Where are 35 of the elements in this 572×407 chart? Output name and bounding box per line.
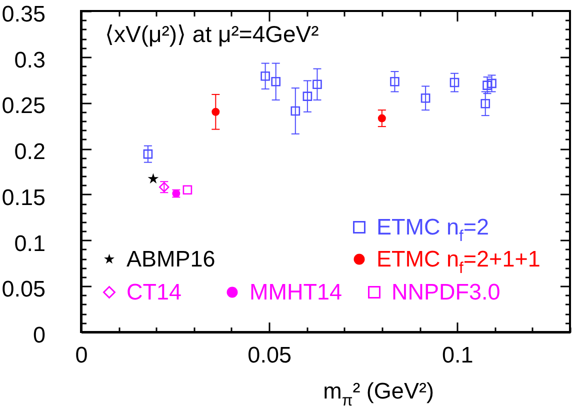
legend-label: MMHT14	[250, 279, 342, 304]
legend-label: NNPDF3.0	[392, 279, 500, 304]
y-tick-label: 0.3	[14, 47, 46, 72]
point	[390, 76, 400, 86]
x-axis-title: m$_{π}$² (GeV²)	[323, 378, 434, 407]
y-tick-label: 0.15	[2, 184, 46, 210]
legend-label: ABMP16	[126, 246, 216, 272]
y-tick-label: 0.35	[2, 2, 46, 26]
point	[290, 106, 300, 116]
point	[378, 114, 386, 122]
point	[260, 71, 270, 81]
point	[302, 92, 312, 101]
y-tick-label: 0.2	[14, 139, 46, 164]
x-tick-label: 0.1	[442, 342, 474, 368]
point	[312, 80, 322, 90]
point	[212, 108, 220, 116]
x-tick-label: 0	[75, 342, 88, 368]
y-tick-label: 0.25	[2, 93, 46, 118]
legend-label: CT14	[126, 279, 182, 304]
point	[487, 78, 496, 88]
point	[482, 80, 492, 90]
point	[271, 76, 280, 86]
point	[148, 173, 159, 184]
point	[480, 98, 490, 108]
point	[450, 78, 460, 88]
point	[143, 149, 153, 159]
chart-title: ⟨xV(μ²)⟩ at μ²=4GeV²	[105, 21, 320, 47]
y-tick-label: 0	[32, 322, 46, 348]
y-tick-label: 0.05	[2, 276, 46, 302]
y-tick-label: 0.1	[14, 230, 46, 256]
x-tick-label: 0.05	[248, 342, 292, 368]
point	[182, 185, 192, 194]
legend-label: ETMC n$_{f}$=2+1+1	[376, 246, 540, 277]
legend-label: ETMC n$_{f}$=2	[376, 214, 490, 245]
point	[420, 93, 430, 103]
